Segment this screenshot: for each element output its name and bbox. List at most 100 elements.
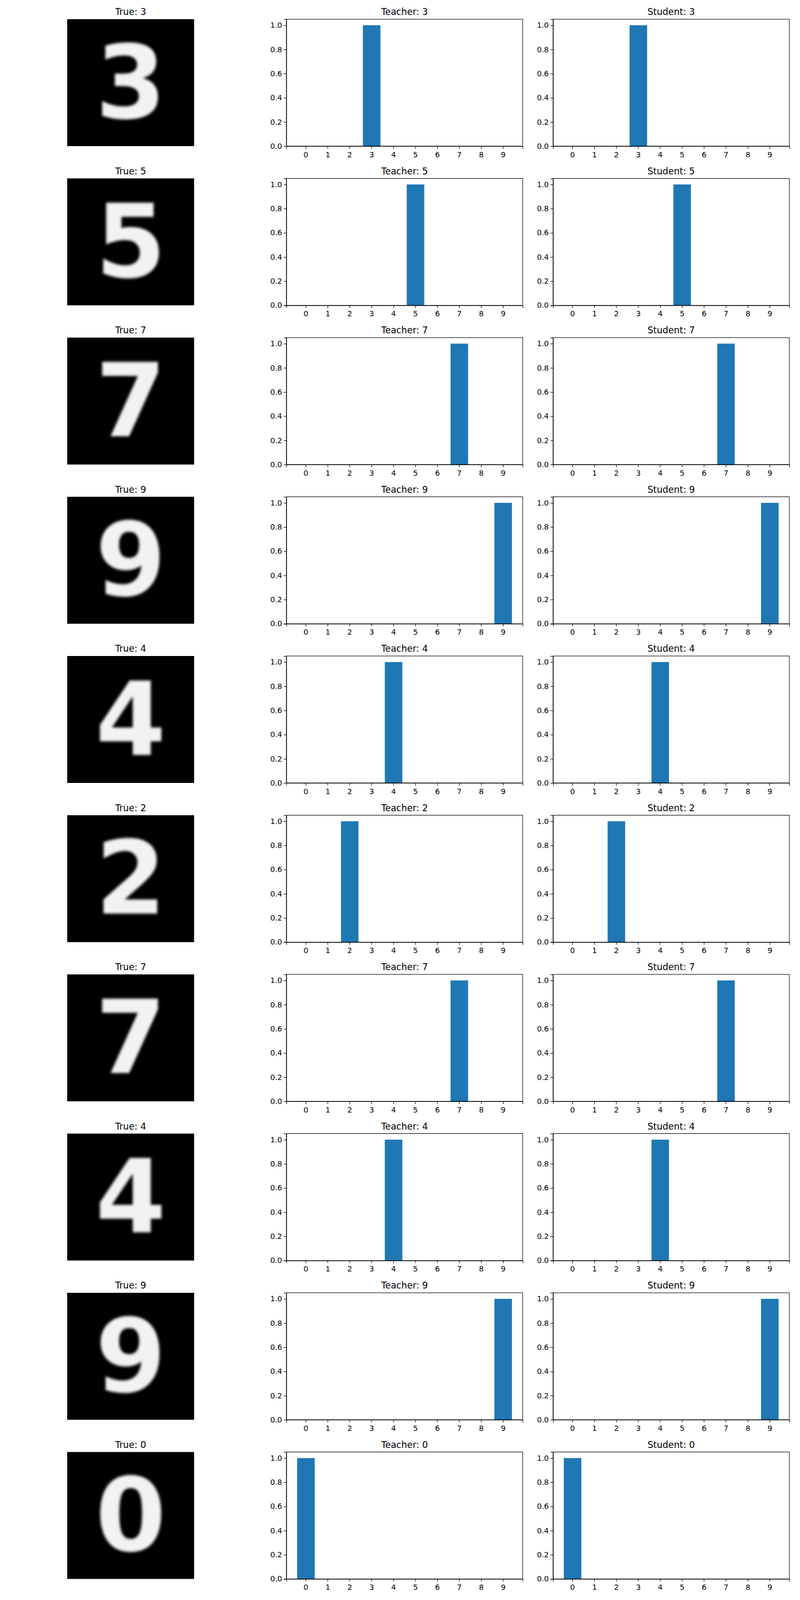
y-tick-mark (550, 917, 554, 919)
x-tick-label: 5 (413, 309, 419, 318)
y-tick-label: 0.0 (270, 460, 283, 469)
x-tick-mark (725, 146, 727, 149)
image-background (67, 19, 195, 147)
y-tick-label: 0.8 (537, 522, 549, 532)
chart-title: Teacher: 9 (380, 484, 429, 495)
y-tick: 0.0 (270, 937, 287, 947)
x-tick-label: 3 (369, 309, 374, 318)
y-tick-mark (550, 710, 554, 711)
y-axis: 0.00.20.40.60.81.0 (270, 1452, 287, 1583)
y-tick: 0.6 (537, 228, 554, 237)
x-tick: 4 (390, 305, 396, 319)
y-tick-label: 0.4 (270, 1526, 283, 1535)
y-tick-label: 0.8 (270, 1477, 283, 1487)
y-tick-mark (283, 1077, 287, 1078)
x-tick-mark (459, 1419, 460, 1423)
x-tick-label: 9 (767, 150, 773, 159)
y-tick-label: 1.0 (270, 1453, 283, 1463)
x-tick-label: 3 (635, 309, 641, 318)
image-background (67, 337, 195, 465)
x-tick-label: 5 (413, 1424, 419, 1433)
x-tick-mark (747, 782, 749, 786)
x-tick-label: 7 (723, 946, 729, 955)
y-tick-label: 0.2 (270, 1073, 283, 1082)
x-tick: 8 (745, 1419, 751, 1433)
x-tick-label: 6 (701, 787, 707, 796)
bar (607, 821, 626, 943)
x-tick-label: 0 (303, 1264, 309, 1274)
x-tick: 2 (347, 1419, 352, 1433)
y-tick-label: 0.0 (537, 619, 549, 628)
x-tick-label: 5 (680, 946, 685, 955)
bars (761, 502, 779, 624)
y-tick-label: 0.4 (270, 889, 283, 899)
x-tick: 0 (570, 1419, 575, 1433)
x-tick-label: 1 (592, 946, 597, 955)
y-tick-label: 1.0 (270, 1294, 283, 1303)
bar (362, 25, 381, 147)
x-axis: 0123456789 (286, 782, 524, 796)
x-tick-label: 6 (435, 1582, 440, 1592)
x-tick: 8 (745, 146, 751, 159)
x-tick-label: 3 (635, 787, 641, 796)
bar (297, 1458, 315, 1580)
plot-frame (286, 19, 523, 147)
y-tick-label: 0.6 (537, 1501, 549, 1511)
x-tick-mark (459, 146, 460, 149)
x-tick-mark (459, 942, 460, 946)
y-tick-label: 1.0 (270, 976, 283, 985)
x-tick-mark (393, 146, 394, 149)
x-axis: 0123456789 (286, 1260, 524, 1274)
y-tick-label: 0.4 (537, 252, 549, 262)
x-tick: 6 (701, 1101, 707, 1115)
y-tick: 0.8 (537, 1000, 554, 1010)
y-tick-mark (283, 1482, 287, 1483)
x-tick: 3 (369, 782, 374, 796)
x-tick-mark (594, 782, 595, 786)
x-tick-label: 1 (592, 1582, 597, 1592)
x-tick: 7 (723, 1579, 729, 1592)
x-axis: 0123456789 (286, 146, 524, 159)
x-tick-label: 8 (745, 1105, 751, 1115)
x-tick-mark (725, 464, 727, 468)
y-tick-label: 0.0 (270, 1415, 283, 1424)
x-tick-label: 3 (369, 946, 374, 955)
x-tick: 8 (478, 1101, 484, 1115)
x-axis: 0123456789 (553, 1579, 790, 1592)
x-tick-mark (616, 1579, 617, 1582)
x-axis: 0123456789 (286, 624, 524, 637)
y-tick-label: 0.8 (270, 1000, 283, 1010)
x-tick-label: 7 (723, 787, 729, 796)
x-tick: 1 (325, 1419, 331, 1433)
x-tick-mark (437, 464, 438, 468)
x-tick: 8 (478, 624, 484, 637)
y-tick-label: 0.6 (537, 387, 549, 397)
x-tick-mark (393, 1579, 394, 1582)
y-tick-mark (550, 686, 554, 687)
x-tick-mark (459, 1101, 460, 1104)
x-tick: 7 (723, 942, 729, 956)
bars (563, 1458, 582, 1580)
y-tick-mark (283, 208, 287, 210)
x-tick: 5 (413, 464, 419, 478)
y-tick: 0.0 (270, 778, 287, 788)
x-tick: 1 (325, 464, 331, 478)
y-tick: 0.4 (537, 1526, 554, 1535)
x-tick: 7 (457, 305, 462, 319)
y-tick-label: 0.6 (270, 228, 283, 237)
plot-frame (286, 815, 523, 943)
x-tick: 8 (478, 782, 484, 796)
bar (717, 980, 735, 1102)
x-tick-label: 1 (325, 946, 331, 955)
y-tick-label: 0.6 (270, 865, 283, 874)
y-tick-mark (283, 1579, 287, 1580)
x-tick-mark (415, 1101, 416, 1104)
x-tick-mark (393, 942, 394, 946)
digit-image-panel: 5True: 5 (67, 165, 195, 306)
y-tick: 0.4 (537, 1208, 554, 1217)
x-tick-label: 5 (680, 1264, 685, 1274)
x-tick: 4 (657, 1419, 663, 1433)
x-tick: 6 (435, 782, 440, 796)
y-axis: 0.00.20.40.60.81.0 (537, 497, 554, 628)
y-tick-label: 0.0 (537, 937, 549, 947)
